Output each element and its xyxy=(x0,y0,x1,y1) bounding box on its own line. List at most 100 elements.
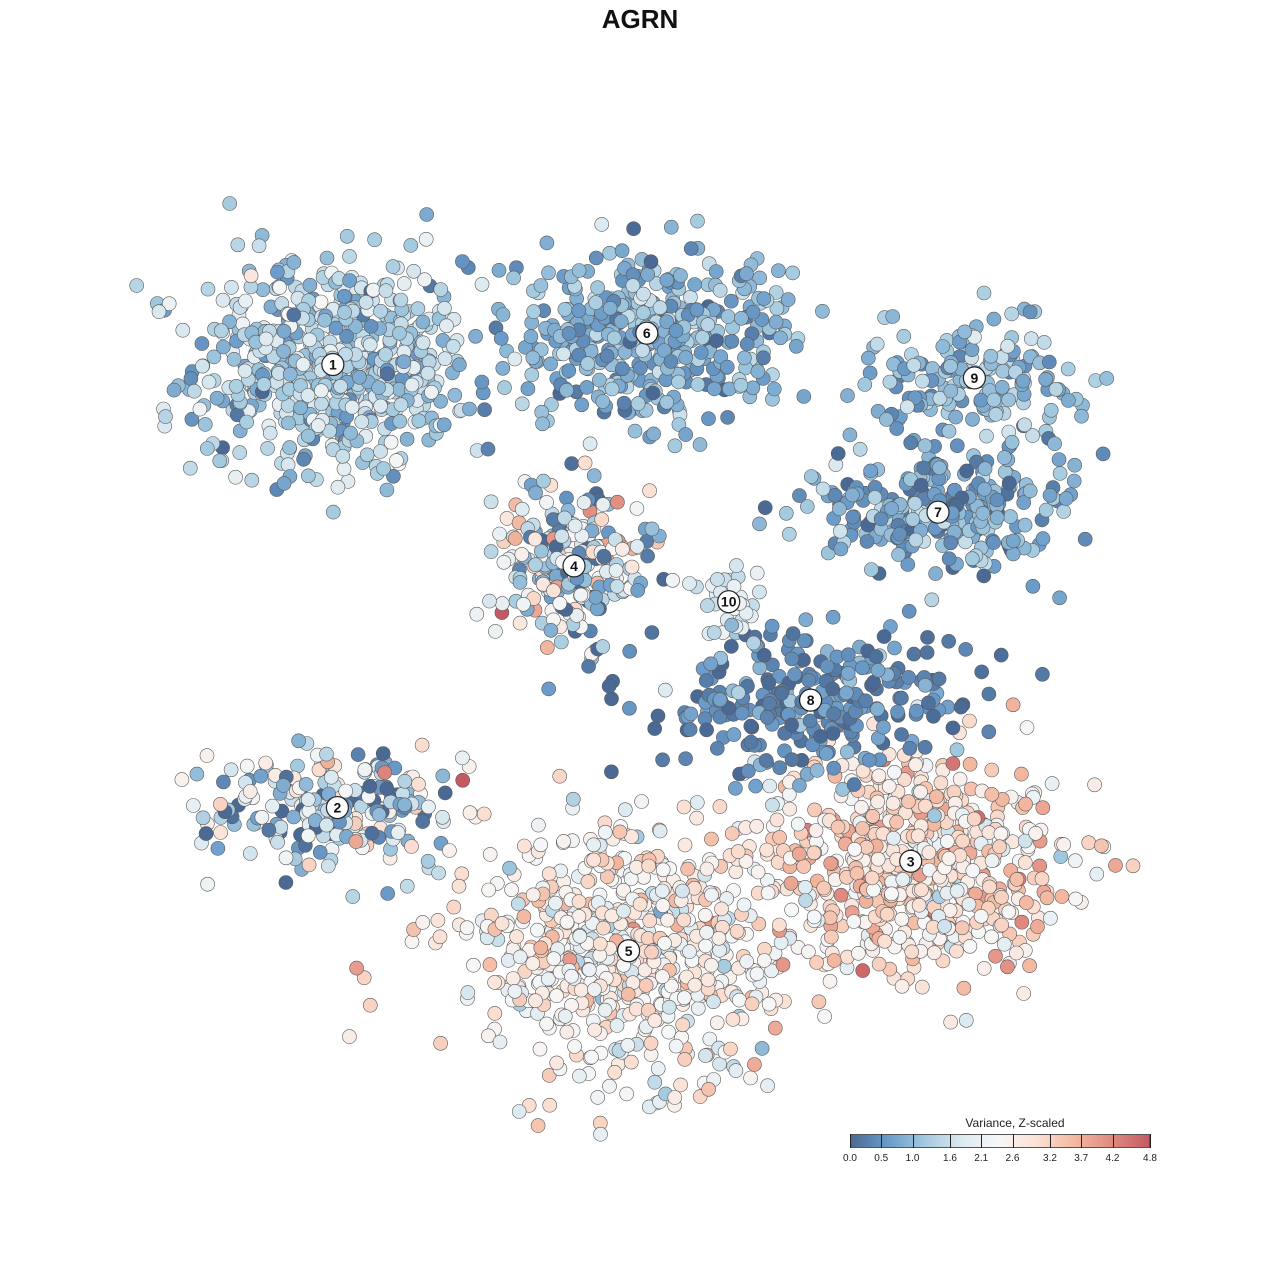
cell-point xyxy=(1000,959,1015,975)
legend-tick-label: 4.2 xyxy=(1105,1153,1120,1164)
cell-point xyxy=(678,350,694,365)
cell-point xyxy=(699,861,715,877)
cell-point xyxy=(320,858,336,874)
cell-point xyxy=(743,718,759,734)
cell-point xyxy=(746,635,761,651)
cell-point xyxy=(876,719,891,735)
legend-tick-label: 3.2 xyxy=(1043,1153,1057,1164)
cell-point xyxy=(602,1078,617,1094)
cell-point xyxy=(724,826,740,841)
cell-point xyxy=(728,781,743,796)
cell-point xyxy=(994,889,1009,905)
cell-point xyxy=(338,783,354,799)
cell-point xyxy=(559,1024,575,1040)
cell-point xyxy=(693,345,709,360)
cell-point xyxy=(1001,904,1017,920)
cell-point xyxy=(462,805,478,821)
cluster-label-badge xyxy=(717,590,741,614)
cell-point xyxy=(719,359,735,375)
cell-point xyxy=(613,314,629,329)
cell-point xyxy=(302,277,318,293)
cell-point xyxy=(174,772,190,787)
cell-point xyxy=(528,993,543,1009)
cell-point xyxy=(516,909,532,924)
cell-point xyxy=(195,810,211,826)
cell-point xyxy=(870,662,886,678)
cluster-label-badge xyxy=(616,939,641,963)
cell-point xyxy=(543,356,558,372)
cell-point xyxy=(905,512,921,527)
cell-point xyxy=(339,328,354,344)
cell-point xyxy=(642,913,658,929)
cell-point xyxy=(638,978,654,993)
cell-point xyxy=(186,798,201,813)
cell-point xyxy=(895,872,911,887)
cell-point xyxy=(567,518,583,534)
cell-point xyxy=(270,834,285,850)
cell-point xyxy=(588,295,604,310)
cell-point xyxy=(728,864,744,880)
cell-point xyxy=(962,756,978,772)
cell-point xyxy=(212,453,227,469)
cell-point xyxy=(418,232,434,247)
cluster-label-1: 1 xyxy=(321,352,345,377)
cell-point xyxy=(541,681,557,697)
cell-point xyxy=(724,333,740,349)
cell-point xyxy=(477,402,492,418)
legend-tick xyxy=(950,1134,951,1148)
cell-point xyxy=(749,818,765,834)
cell-point xyxy=(300,828,316,844)
cell-point xyxy=(239,758,255,774)
cell-point xyxy=(430,913,446,928)
cell-point xyxy=(766,381,782,397)
cell-point xyxy=(667,438,683,454)
cell-point xyxy=(595,394,611,409)
cell-point xyxy=(917,438,933,454)
cell-point xyxy=(261,822,277,838)
cell-point xyxy=(251,238,267,254)
cell-point xyxy=(656,343,672,358)
cell-point xyxy=(881,779,897,794)
cell-point xyxy=(533,543,549,559)
cell-point xyxy=(557,302,573,317)
cell-point xyxy=(561,326,577,341)
cell-point xyxy=(1067,457,1082,473)
cell-point xyxy=(728,1063,744,1078)
cell-point xyxy=(579,380,595,395)
cell-point xyxy=(932,460,947,476)
cell-point xyxy=(992,839,1007,855)
cell-point xyxy=(858,693,873,709)
cell-point xyxy=(592,936,608,952)
cell-point xyxy=(445,339,461,354)
cell-point xyxy=(616,882,631,898)
cell-point xyxy=(1089,866,1105,882)
cell-point xyxy=(655,898,671,913)
cell-point xyxy=(564,968,579,984)
cell-point xyxy=(319,746,334,762)
cell-point xyxy=(339,229,355,244)
cell-point xyxy=(596,548,612,564)
cell-point xyxy=(965,863,981,878)
cell-point xyxy=(855,821,870,836)
cell-point xyxy=(913,784,928,800)
cell-point xyxy=(495,307,511,322)
cell-point xyxy=(739,954,755,969)
cell-point xyxy=(706,994,721,1010)
cell-point xyxy=(724,617,740,633)
legend-tick-label: 1.6 xyxy=(943,1153,957,1164)
cell-point xyxy=(496,554,512,570)
cell-point xyxy=(700,598,715,613)
cell-point xyxy=(758,753,774,768)
cell-point xyxy=(723,1041,738,1057)
cluster-label-6: 6 xyxy=(635,321,659,345)
cell-point xyxy=(754,1041,770,1056)
cell-point xyxy=(276,323,292,339)
cell-point xyxy=(714,901,729,917)
cell-point xyxy=(857,377,873,392)
cell-point xyxy=(514,501,530,517)
cell-point xyxy=(1042,487,1058,503)
cell-point xyxy=(559,914,575,930)
cell-point xyxy=(928,566,943,581)
cell-point xyxy=(743,734,759,750)
cell-point xyxy=(986,392,1002,408)
